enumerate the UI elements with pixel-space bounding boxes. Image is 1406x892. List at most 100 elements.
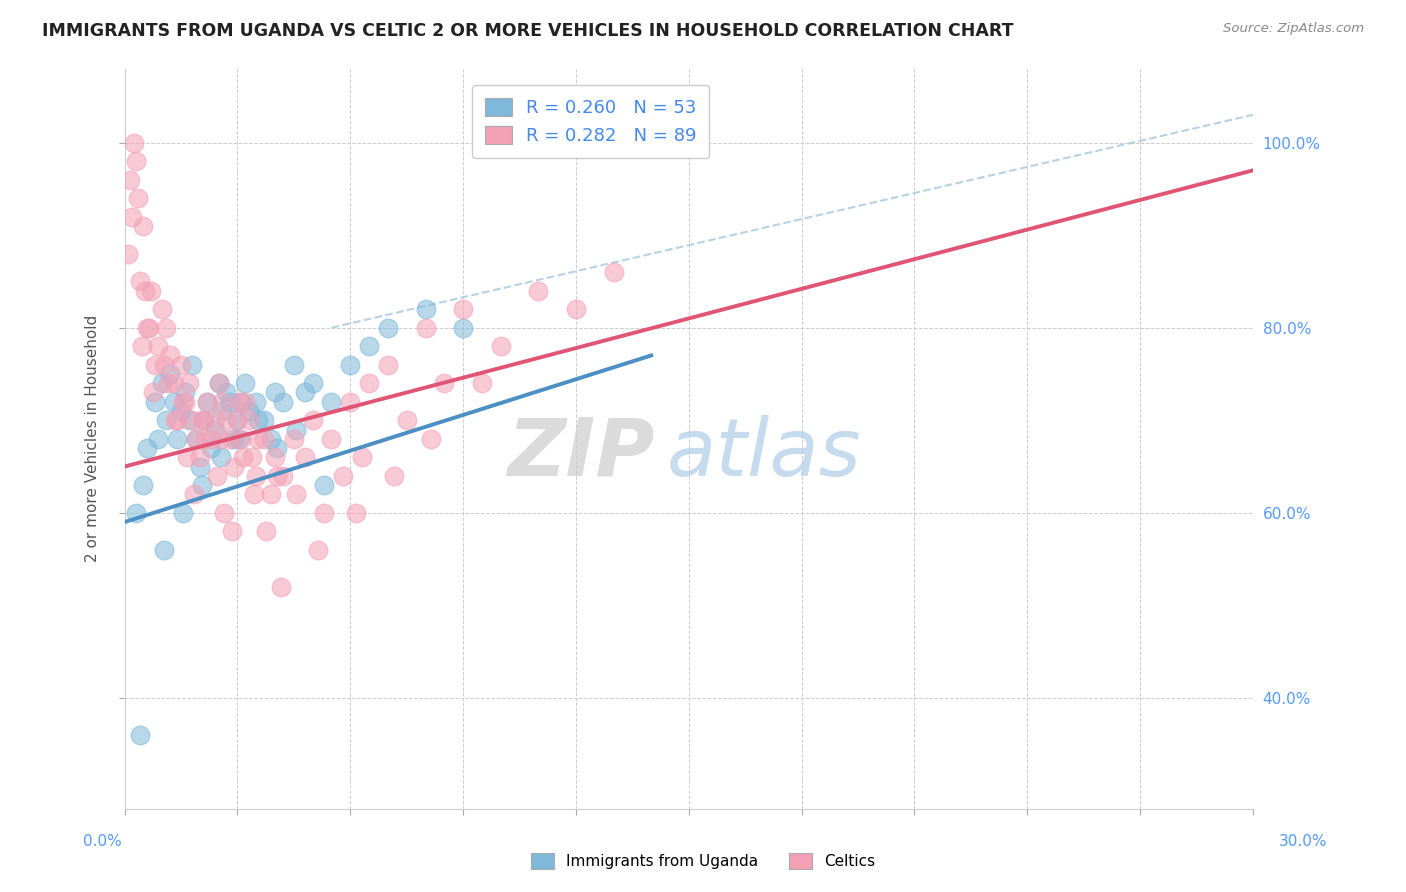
Point (183, 487, 205, 501)
Point (307, 542, 329, 557)
Point (266, 441, 288, 455)
Point (232, 450, 254, 465)
Point (339, 358, 361, 372)
Point (173, 385, 195, 400)
Point (254, 524, 277, 539)
Point (120, 172, 142, 186)
Point (270, 580, 292, 594)
Point (264, 385, 287, 400)
Point (233, 394, 256, 409)
Point (128, 728, 150, 742)
Point (211, 404, 233, 418)
Point (155, 413, 177, 427)
Point (243, 487, 266, 501)
Point (219, 432, 242, 446)
Point (283, 358, 305, 372)
Point (359, 339, 381, 353)
Point (226, 413, 249, 427)
Point (121, 210, 143, 224)
Point (117, 246, 139, 260)
Point (283, 432, 305, 446)
Point (242, 450, 264, 465)
Point (215, 385, 238, 400)
Point (132, 478, 155, 492)
Point (166, 413, 188, 427)
Point (122, 136, 145, 150)
Point (222, 432, 245, 446)
Point (166, 432, 188, 446)
Point (190, 478, 212, 492)
Point (181, 413, 204, 427)
Text: atlas: atlas (666, 415, 860, 492)
Point (195, 394, 218, 409)
Point (266, 468, 288, 483)
Point (208, 376, 231, 391)
Point (138, 320, 160, 334)
Point (165, 413, 187, 427)
Point (565, 302, 588, 317)
Point (205, 468, 228, 483)
Legend: R = 0.260   N = 53, R = 0.282   N = 89: R = 0.260 N = 53, R = 0.282 N = 89 (472, 85, 710, 158)
Point (170, 358, 193, 372)
Point (451, 320, 474, 334)
Point (321, 432, 343, 446)
Point (170, 404, 193, 418)
Point (190, 413, 212, 427)
Point (344, 506, 367, 520)
Point (219, 394, 242, 409)
Point (150, 302, 173, 317)
Point (284, 423, 307, 437)
Point (332, 468, 354, 483)
Point (420, 432, 443, 446)
Point (312, 478, 335, 492)
Point (382, 468, 405, 483)
Point (125, 154, 148, 169)
Point (233, 376, 256, 391)
Point (193, 413, 215, 427)
Point (602, 265, 624, 279)
Point (184, 432, 207, 446)
Point (301, 413, 323, 427)
Point (159, 367, 181, 381)
Point (188, 450, 211, 465)
Text: 30.0%: 30.0% (1279, 834, 1327, 848)
Point (245, 394, 267, 409)
Point (193, 413, 215, 427)
Point (125, 506, 148, 520)
Point (228, 394, 250, 409)
Point (132, 219, 155, 233)
Point (321, 394, 343, 409)
Point (184, 432, 207, 446)
Text: ZIP: ZIP (508, 415, 655, 492)
Point (226, 413, 249, 427)
Point (148, 339, 170, 353)
Point (128, 274, 150, 288)
Point (143, 358, 166, 372)
Point (415, 302, 437, 317)
Point (247, 432, 270, 446)
Point (253, 432, 276, 446)
Point (245, 468, 267, 483)
Point (155, 320, 177, 334)
Point (377, 358, 399, 372)
Point (136, 320, 159, 334)
Point (339, 394, 361, 409)
Point (221, 524, 243, 539)
Point (208, 376, 231, 391)
Point (176, 450, 198, 465)
Point (211, 394, 233, 409)
Point (433, 376, 456, 391)
Point (260, 432, 283, 446)
Point (153, 542, 176, 557)
Point (228, 432, 250, 446)
Point (222, 459, 245, 474)
Point (162, 376, 184, 391)
Point (294, 385, 316, 400)
Point (260, 487, 283, 501)
Point (195, 394, 218, 409)
Point (134, 284, 156, 298)
Point (359, 376, 381, 391)
Point (231, 432, 253, 446)
Point (294, 450, 316, 465)
Point (209, 432, 232, 446)
